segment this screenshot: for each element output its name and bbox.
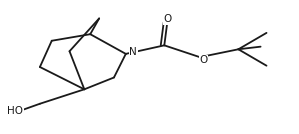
Text: N: N xyxy=(129,47,137,57)
Text: O: O xyxy=(163,14,171,24)
Text: HO: HO xyxy=(7,106,23,116)
Text: O: O xyxy=(199,55,208,65)
